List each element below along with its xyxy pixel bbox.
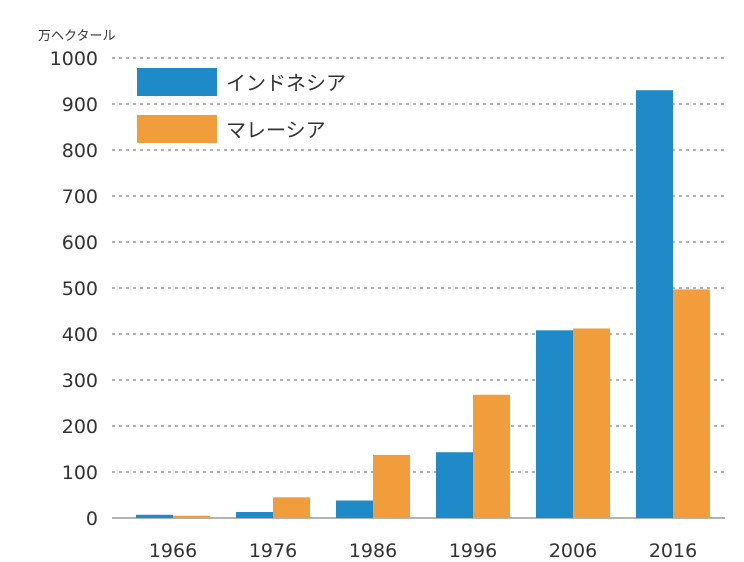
x-tick-label: 1986 [349, 540, 397, 562]
y-tick-label: 0 [86, 508, 98, 530]
legend-label-malaysia: マレーシア [226, 118, 326, 142]
x-tick-label: 1966 [149, 540, 197, 562]
x-tick-label: 2016 [649, 540, 697, 562]
bar-indonesia-1986 [336, 501, 373, 518]
bar-malaysia-2006 [573, 328, 610, 518]
y-tick-label: 400 [62, 324, 98, 346]
y-tick-label: 100 [62, 462, 98, 484]
bar-indonesia-1966 [136, 515, 173, 518]
x-axis-ticks: 1966 1976 1986 1996 2006 2016 [149, 540, 697, 562]
bar-indonesia-2016 [636, 90, 673, 518]
y-tick-label: 1000 [50, 48, 98, 70]
bar-indonesia-1996 [436, 452, 473, 518]
x-tick-label: 1996 [449, 540, 497, 562]
bar-malaysia-1976 [273, 497, 310, 518]
bar-malaysia-1966 [173, 516, 210, 518]
legend-swatch-malaysia [137, 115, 217, 143]
y-tick-label: 300 [62, 370, 98, 392]
y-tick-label: 200 [62, 416, 98, 438]
legend-label-indonesia: インドネシア [226, 71, 346, 95]
y-tick-label: 900 [62, 94, 98, 116]
y-tick-label: 800 [62, 140, 98, 162]
bars [136, 90, 710, 518]
bar-malaysia-2016 [673, 289, 710, 518]
x-tick-label: 1976 [249, 540, 297, 562]
bar-malaysia-1996 [473, 395, 510, 518]
y-unit-label: 万ヘクタール [38, 29, 115, 44]
bar-malaysia-1986 [373, 455, 410, 518]
x-tick-label: 2006 [549, 540, 597, 562]
bar-indonesia-2006 [536, 330, 573, 518]
bar-indonesia-1976 [236, 512, 273, 518]
y-tick-label: 600 [62, 232, 98, 254]
y-tick-label: 500 [62, 278, 98, 300]
y-tick-label: 700 [62, 186, 98, 208]
legend-swatch-indonesia [137, 68, 217, 96]
y-axis-ticks: 0 100 200 300 400 500 600 700 800 900 1000 [50, 48, 98, 530]
